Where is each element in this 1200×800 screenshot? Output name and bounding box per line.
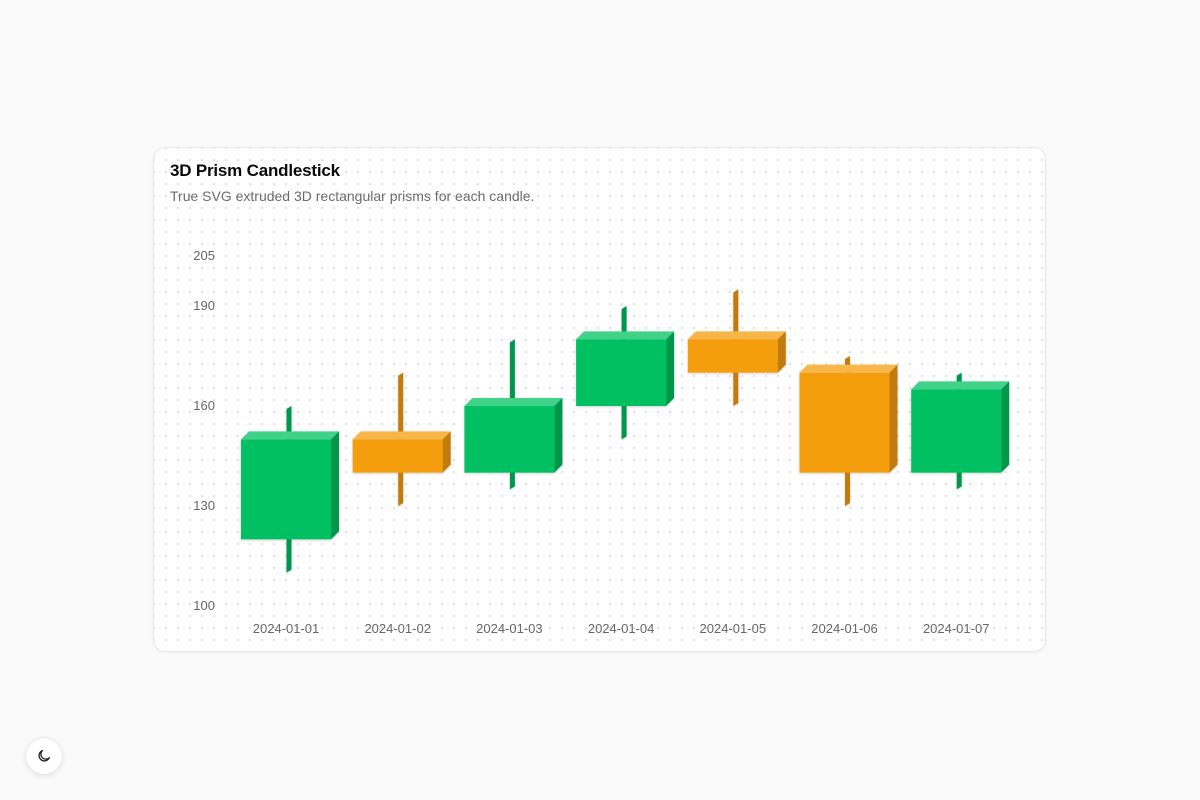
candle-body-top	[799, 364, 898, 373]
candle-body	[352, 439, 443, 473]
x-tick-label: 2024-01-07	[923, 621, 990, 636]
candle-body-side	[777, 331, 786, 373]
candle	[576, 306, 675, 440]
y-tick-label: 130	[193, 498, 215, 513]
y-tick-label: 190	[193, 298, 215, 313]
candle-body-side	[666, 331, 675, 406]
x-tick-label: 2024-01-05	[700, 621, 767, 636]
chart-title: 3D Prism Candlestick	[170, 161, 340, 180]
x-tick-label: 2024-01-04	[588, 621, 655, 636]
candle-body-top	[687, 331, 786, 340]
candle-body-side	[331, 431, 339, 540]
chart-card: 3D Prism Candlestick True SVG extruded 3…	[153, 147, 1046, 652]
y-tick-label: 100	[193, 598, 215, 613]
theme-toggle-button[interactable]	[25, 737, 63, 775]
candle	[799, 356, 898, 506]
x-tick-label: 2024-01-03	[476, 621, 543, 636]
candle-body-side	[442, 431, 451, 473]
candles	[241, 289, 1010, 573]
candle-body	[799, 372, 890, 473]
candle	[911, 372, 1010, 490]
candle-body-top	[241, 431, 339, 440]
x-tick-label: 2024-01-06	[811, 621, 878, 636]
x-tick-label: 2024-01-02	[364, 621, 431, 636]
candle-body-side	[554, 398, 563, 473]
candle-body	[687, 339, 778, 373]
candle-body-top	[576, 331, 675, 340]
y-tick-label: 160	[193, 398, 215, 413]
candle-body-top	[352, 431, 451, 440]
y-tick-label: 205	[193, 248, 215, 263]
candlestick-chart: 100 130 160 190 205 2024-01-01 2024-01-02 2024-…	[193, 248, 1010, 636]
candle-body	[464, 406, 555, 473]
candle	[241, 406, 339, 573]
candle-body-side	[889, 364, 898, 473]
candle-body	[241, 439, 331, 540]
candle	[464, 339, 563, 490]
candle-body-top	[464, 398, 563, 406]
chart-subtitle: True SVG extruded 3D rectangular prisms …	[170, 188, 535, 204]
candle-body	[911, 389, 1002, 473]
candle-body-top	[911, 381, 1010, 390]
candle	[352, 372, 451, 506]
moon-icon	[38, 750, 50, 762]
x-tick-label: 2024-01-01	[253, 621, 320, 636]
y-axis: 100 130 160 190 205	[193, 248, 215, 613]
candle-body	[576, 339, 667, 406]
candle	[687, 289, 786, 406]
candle-body-side	[1001, 381, 1010, 473]
